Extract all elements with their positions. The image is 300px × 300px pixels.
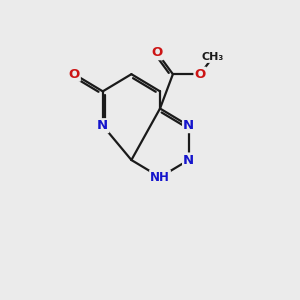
Text: N: N xyxy=(183,119,194,132)
Text: N: N xyxy=(183,154,194,166)
Text: O: O xyxy=(69,68,80,81)
Text: O: O xyxy=(152,46,163,59)
Text: N: N xyxy=(97,119,108,132)
Text: O: O xyxy=(194,68,206,81)
Text: NH: NH xyxy=(150,171,170,184)
Text: CH₃: CH₃ xyxy=(202,52,224,62)
